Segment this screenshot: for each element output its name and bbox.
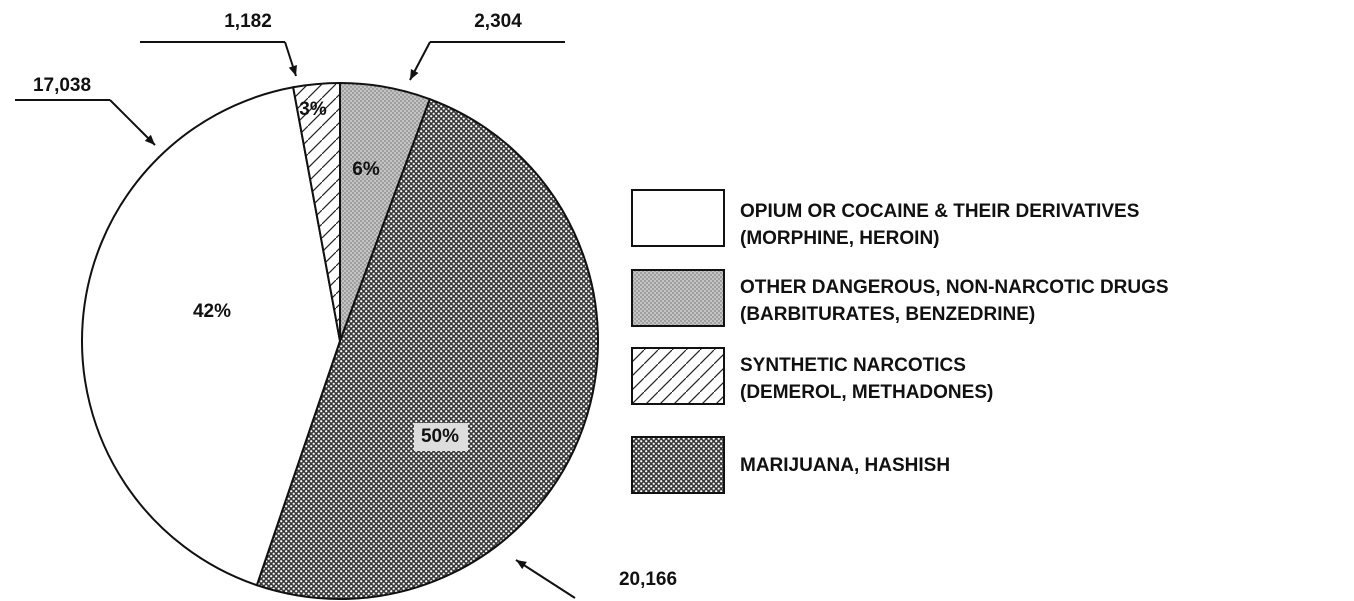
pie-slice <box>255 97 599 600</box>
legend-label: SYNTHETIC NARCOTICS (DEMEROL, METHADONES… <box>740 355 994 403</box>
value-label: 17,038 <box>33 75 91 96</box>
pie <box>81 81 599 600</box>
arrowhead <box>288 65 297 76</box>
legend-swatch <box>631 347 725 405</box>
pie-slice <box>292 81 341 342</box>
value-label: 20,166 <box>619 569 677 590</box>
legend-label: OPIUM OR COCAINE & THEIR DERIVATIVES (MO… <box>740 201 1140 249</box>
arrowhead <box>516 560 527 570</box>
leader <box>515 559 576 599</box>
legend-swatch <box>631 269 725 327</box>
value-label: 1,182 <box>224 11 272 32</box>
leader <box>109 99 156 146</box>
legend-swatch <box>631 189 725 247</box>
pie-slice <box>81 86 342 587</box>
labels: 42% 6% 3% 50% 17,038 2,304 1,182 20,166 <box>15 11 677 599</box>
value-label: 2,304 <box>474 11 522 32</box>
label-bg <box>414 423 468 451</box>
legend-swatch <box>631 436 725 494</box>
legend-label: MARIJUANA, HASHISH <box>740 455 951 476</box>
percent-label: 6% <box>352 159 380 180</box>
percent-label: 50% <box>421 426 459 447</box>
percent-label: 42% <box>193 301 231 322</box>
legend-label: OTHER DANGEROUS, NON-NARCOTIC DRUGS (BAR… <box>740 277 1169 325</box>
arrowhead <box>144 134 155 145</box>
arrowhead <box>410 69 419 80</box>
percent-label: 3% <box>299 99 327 120</box>
